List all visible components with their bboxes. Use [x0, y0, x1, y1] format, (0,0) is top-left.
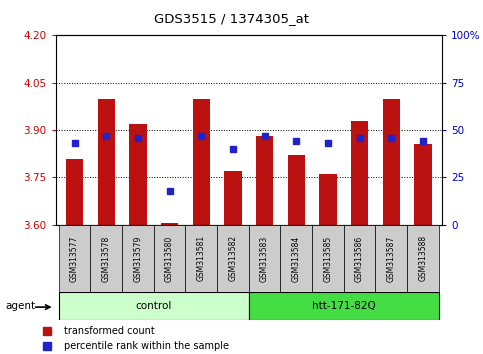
Text: GSM313578: GSM313578	[102, 235, 111, 281]
Text: GSM313586: GSM313586	[355, 235, 364, 281]
Text: transformed count: transformed count	[64, 326, 155, 336]
Bar	[319, 174, 337, 225]
Bar	[281, 225, 312, 292]
Bar	[59, 292, 249, 320]
Bar	[154, 225, 185, 292]
Bar	[59, 225, 90, 292]
Bar	[312, 225, 344, 292]
Text: GSM313581: GSM313581	[197, 235, 206, 281]
Bar	[129, 124, 147, 225]
Bar	[414, 144, 432, 225]
Bar	[375, 225, 407, 292]
Text: GSM313583: GSM313583	[260, 235, 269, 281]
Bar	[344, 225, 375, 292]
Bar	[256, 136, 273, 225]
Bar	[383, 98, 400, 225]
Text: percentile rank within the sample: percentile rank within the sample	[64, 341, 229, 350]
Text: GSM313580: GSM313580	[165, 235, 174, 281]
Bar	[224, 171, 242, 225]
Text: GSM313587: GSM313587	[387, 235, 396, 281]
Text: GSM313584: GSM313584	[292, 235, 301, 281]
Bar	[351, 121, 369, 225]
Bar	[193, 98, 210, 225]
Bar	[217, 225, 249, 292]
Bar	[66, 159, 83, 225]
Bar	[249, 225, 281, 292]
Bar	[90, 225, 122, 292]
Text: GSM313579: GSM313579	[133, 235, 142, 282]
Bar	[249, 292, 439, 320]
Bar	[185, 225, 217, 292]
Text: agent: agent	[6, 301, 36, 311]
Text: GSM313585: GSM313585	[324, 235, 332, 281]
Bar	[287, 155, 305, 225]
Bar	[122, 225, 154, 292]
Text: GSM313582: GSM313582	[228, 235, 238, 281]
Text: GSM313588: GSM313588	[418, 235, 427, 281]
Text: control: control	[136, 301, 172, 311]
Text: htt-171-82Q: htt-171-82Q	[312, 301, 376, 311]
Text: GDS3515 / 1374305_at: GDS3515 / 1374305_at	[155, 12, 309, 25]
Text: GSM313577: GSM313577	[70, 235, 79, 282]
Bar	[161, 223, 178, 225]
Bar	[407, 225, 439, 292]
Bar	[98, 98, 115, 225]
